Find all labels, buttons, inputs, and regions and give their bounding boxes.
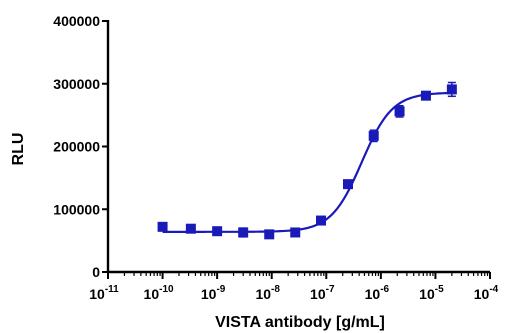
data-point (185, 223, 196, 234)
x-axis-ticks: 10-11 10-10 10-9 10-8 10-7 10-6 10-5 10-4 (89, 272, 499, 302)
data-point (394, 106, 405, 117)
x-tick-label: 10-10 (144, 284, 174, 302)
y-tick-label: 0 (92, 264, 100, 280)
x-axis-title: VISTA antibody [g/mL] (215, 314, 385, 331)
data-point (420, 90, 431, 101)
y-tick-label: 100000 (53, 201, 100, 217)
x-tick-label: 10-11 (89, 284, 119, 302)
data-point (212, 226, 223, 237)
x-tick-label: 10-8 (255, 284, 280, 302)
data-point (264, 229, 275, 240)
x-tick-label: 10-7 (310, 284, 335, 302)
data-point (446, 84, 457, 95)
y-tick-label: 200000 (53, 139, 100, 155)
data-point (157, 221, 168, 232)
x-tick-label: 10-5 (419, 284, 444, 302)
x-tick-label: 10-4 (474, 284, 499, 302)
fit-curve (162, 91, 452, 233)
data-point (368, 130, 379, 141)
y-axis-title: RLU (10, 133, 27, 166)
fit-curve-group (162, 91, 452, 233)
y-axis-ticks: 0 100000 200000 300000 400000 (53, 13, 108, 280)
x-tick-label: 10-9 (201, 284, 226, 302)
data-point (343, 179, 354, 190)
y-tick-label: 300000 (53, 76, 100, 92)
data-points (157, 81, 457, 240)
x-tick-label: 10-6 (365, 284, 390, 302)
data-point (290, 227, 301, 238)
data-point (238, 227, 249, 238)
data-point (315, 215, 326, 226)
y-tick-label: 400000 (53, 13, 100, 29)
